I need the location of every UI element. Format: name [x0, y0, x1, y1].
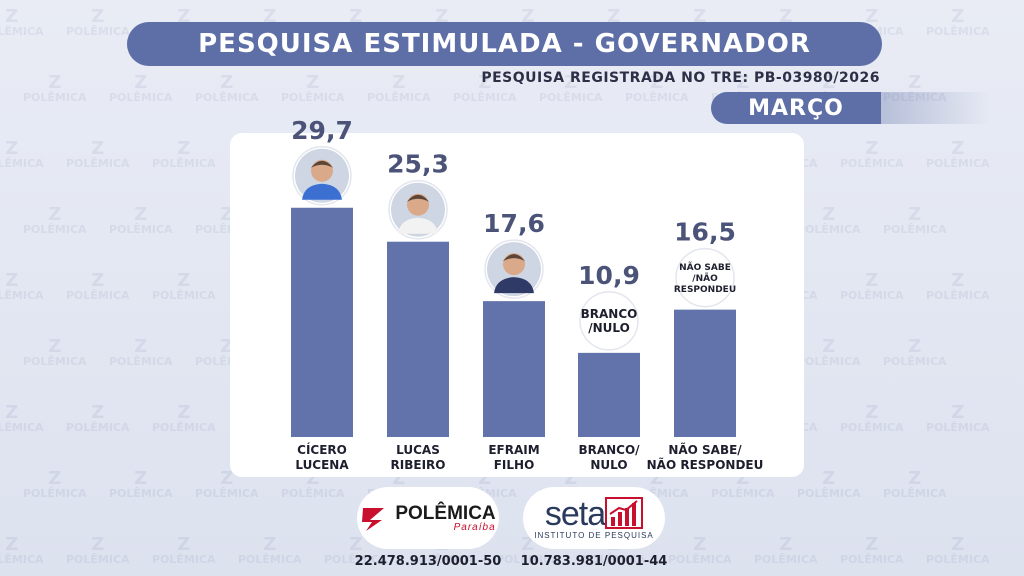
category-label: BRANCO/	[578, 443, 640, 457]
category-label: CÍCERO	[297, 442, 347, 457]
growth-chart-icon	[605, 496, 644, 529]
option-badge	[579, 291, 639, 351]
category-label: FILHO	[494, 458, 535, 472]
polemica-name: POLÊMICA	[395, 502, 496, 524]
avatar-hair-icon	[311, 160, 333, 168]
category-label: NÃO RESPONDEU	[647, 457, 764, 472]
polemica-logo: POLÊMICA Paraíba	[357, 487, 499, 549]
badge-label: BRANCO	[581, 307, 638, 321]
registration-text: PESQUISA REGISTRADA NO TRE: PB-03980/202…	[481, 70, 880, 86]
value-label: 17,6	[483, 209, 545, 238]
month-pill-tail	[881, 92, 991, 124]
badge-label: RESPONDEU	[674, 285, 736, 295]
polemica-mark-icon	[362, 508, 385, 531]
polemica-cnpj: 22.478.913/0001-50	[354, 554, 502, 569]
category-label: NÃO SABE/	[668, 442, 742, 457]
value-label: 10,9	[578, 261, 640, 290]
category-label: LUCENA	[295, 458, 349, 472]
category-label: NULO	[590, 458, 627, 472]
avatar-body-icon	[398, 217, 438, 234]
bar-group: BRANCO/NULO 10,9 BRANCO/NULO	[578, 261, 640, 472]
value-label: 29,7	[291, 116, 353, 145]
bar	[483, 301, 545, 437]
avatar-body-icon	[494, 277, 534, 294]
category-label: EFRAIM	[488, 443, 539, 457]
month-badge: MARÇO	[711, 92, 881, 124]
avatar-body-icon	[302, 183, 342, 200]
option-badge	[675, 247, 735, 308]
seta-cnpj: 10.783.981/0001-44	[520, 554, 668, 569]
bar	[674, 309, 736, 437]
bar	[578, 352, 640, 437]
badge-label: /NÃO	[692, 273, 718, 284]
value-label: 16,5	[674, 218, 736, 247]
badge-label: NÃO SABE	[679, 262, 731, 273]
page-title: PESQUISA ESTIMULADA - GOVERNADOR	[127, 22, 882, 66]
avatar-hair-icon	[503, 254, 525, 262]
seta-sub: INSTITUTO DE PESQUISA	[534, 530, 654, 540]
value-label: 25,3	[387, 150, 449, 179]
category-label: RIBEIRO	[391, 458, 446, 472]
seta-name: seta	[544, 494, 606, 533]
bar	[387, 241, 449, 437]
polemica-sub: Paraíba	[453, 521, 496, 533]
badge-label: /NULO	[588, 321, 630, 335]
avatar-hair-icon	[407, 194, 429, 202]
bar	[291, 207, 353, 437]
category-label: LUCAS	[396, 443, 440, 457]
seta-logo: seta INSTITUTO DE PESQUISA	[523, 487, 665, 549]
